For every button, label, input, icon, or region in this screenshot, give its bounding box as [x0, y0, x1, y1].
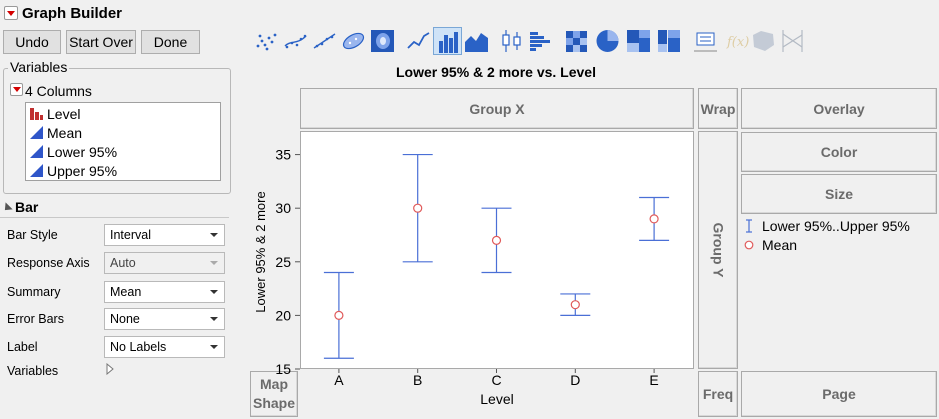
x-tick-label: A [334, 372, 344, 388]
column-name: Mean [47, 124, 83, 141]
continuous-icon [30, 164, 43, 177]
x-tick-label: B [413, 372, 422, 388]
response-axis-label: Response Axis [7, 256, 90, 270]
page-zone[interactable]: Page [741, 371, 937, 417]
area-chart-icon[interactable] [462, 27, 491, 55]
map-shape-zone[interactable]: Map Shape [250, 371, 298, 417]
group-x-zone[interactable]: Group X [300, 88, 694, 129]
map-shape-line1: Map [260, 376, 288, 392]
column-name: Level [47, 105, 81, 122]
legend-interval-label: Lower 95%..Upper 95% [762, 218, 910, 234]
legend-item-interval[interactable]: Lower 95%..Upper 95% [742, 218, 910, 234]
y-tick-label: 30 [275, 200, 291, 216]
continuous-icon [30, 126, 43, 139]
label-select[interactable]: No Labels [104, 336, 225, 358]
size-zone[interactable]: Size [741, 174, 937, 214]
x-tick-label: D [570, 372, 580, 388]
response-axis-select: Auto [104, 252, 225, 274]
parallel-plot-icon [778, 27, 807, 55]
mean-point [334, 310, 344, 320]
mean-point [491, 235, 502, 245]
line-chart-icon[interactable] [404, 27, 433, 55]
group-y-zone[interactable]: Group Y [698, 131, 738, 369]
expand-triangle-icon[interactable] [106, 363, 114, 375]
summary-label: Summary [7, 285, 61, 299]
variables-option-label: Variables [7, 364, 59, 378]
bar-section-title: Bar [15, 199, 39, 215]
wrap-zone[interactable]: Wrap [698, 88, 738, 129]
line-of-fit-icon[interactable] [310, 27, 339, 55]
legend-mean-label: Mean [762, 237, 798, 253]
red-triangle-menu-icon[interactable] [4, 6, 18, 20]
summary-select[interactable]: Mean [104, 281, 225, 303]
interval-chart: 15 20 25 30 35 Lower 95% & 2 more A B C D E Level [253, 147, 670, 407]
y-tick-label: 25 [275, 254, 291, 270]
overlay-zone[interactable]: Overlay [741, 88, 937, 129]
label-option-label: Label [7, 340, 38, 354]
error-bars-label: Error Bars [7, 312, 64, 326]
continuous-icon [30, 145, 43, 158]
x-tick-label: E [649, 372, 658, 388]
contour-icon[interactable] [368, 27, 397, 55]
box-plot-icon[interactable] [497, 27, 526, 55]
treemap-icon[interactable] [624, 27, 653, 55]
nominal-icon [30, 108, 43, 120]
mosaic-icon[interactable] [655, 27, 684, 55]
y-tick-label: 15 [275, 361, 291, 377]
mean-marker-icon [744, 240, 754, 250]
freq-zone[interactable]: Freq [698, 371, 738, 417]
column-item-mean[interactable]: Mean [30, 123, 82, 142]
group-y-label: Group Y [710, 222, 726, 278]
heatmap-icon[interactable] [562, 27, 591, 55]
bar-style-select[interactable]: Interval [104, 224, 225, 246]
collapse-triangle-icon[interactable] [1, 202, 13, 214]
formula-icon: f(x) [720, 27, 749, 55]
svg-text:f(x): f(x) [726, 35, 749, 50]
column-name: Lower 95% [47, 143, 118, 160]
mean-point [570, 300, 580, 310]
color-zone[interactable]: Color [741, 132, 937, 172]
column-name: Upper 95% [47, 162, 118, 179]
histogram-icon[interactable] [526, 27, 555, 55]
app-title: Graph Builder [22, 5, 123, 22]
done-button[interactable]: Done [141, 30, 200, 54]
error-bars-select[interactable]: None [104, 308, 225, 330]
column-item-level[interactable]: Level [30, 104, 80, 123]
start-over-button[interactable]: Start Over [66, 30, 136, 54]
y-axis-label: Lower 95% & 2 more [253, 191, 268, 312]
caption-box-icon[interactable] [691, 27, 720, 55]
columns-menu-icon[interactable] [10, 83, 23, 96]
x-axis-label: Level [480, 391, 513, 407]
variables-panel [3, 68, 231, 194]
x-tick-label: C [491, 372, 501, 388]
mean-point [413, 203, 423, 213]
bar-section-header[interactable] [0, 198, 229, 218]
undo-button[interactable]: Undo [3, 30, 61, 54]
y-tick-label: 35 [275, 147, 291, 163]
legend-item-mean[interactable]: Mean [742, 237, 797, 253]
variables-legend: Variables [8, 59, 70, 75]
map-shape-line2: Shape [252, 395, 295, 411]
title-bar [0, 0, 939, 27]
column-item-upper-95[interactable]: Upper 95% [30, 161, 117, 180]
map-shapes-icon [749, 27, 778, 55]
interval-marker-icon [746, 219, 752, 233]
pie-chart-icon[interactable] [593, 27, 622, 55]
column-item-lower-95[interactable]: Lower 95% [30, 142, 117, 161]
bar-chart-icon[interactable] [433, 27, 462, 55]
graph-title[interactable]: Lower 95% & 2 more vs. Level [396, 64, 596, 80]
column-list: Level Mean Lower 95% Upper 95% [25, 102, 221, 181]
bar-style-label: Bar Style [7, 228, 58, 242]
smoother-icon[interactable] [281, 27, 310, 55]
points-icon[interactable] [252, 27, 281, 55]
columns-count-label: 4 Columns [25, 83, 92, 99]
y-tick-label: 20 [275, 307, 291, 323]
mean-point [649, 214, 659, 224]
ellipse-icon[interactable] [339, 27, 368, 55]
